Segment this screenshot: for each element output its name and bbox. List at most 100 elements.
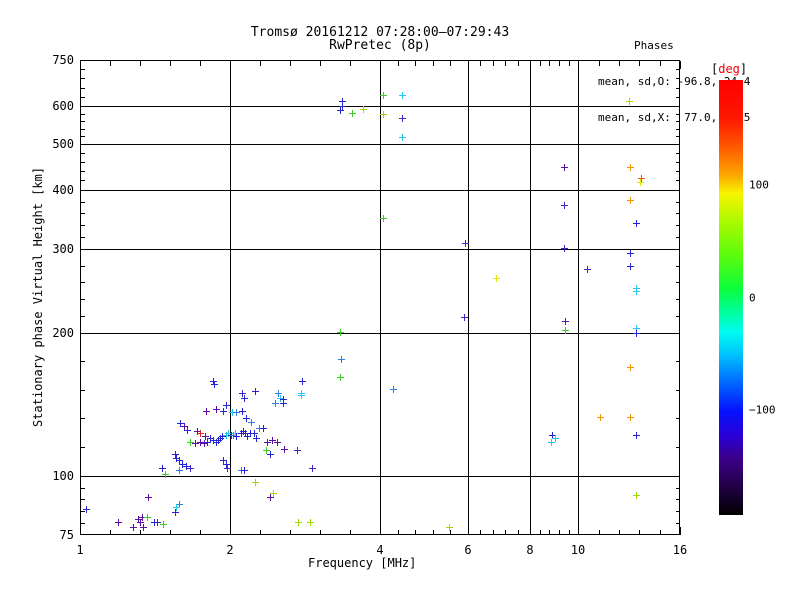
x-tick-bottom bbox=[433, 530, 434, 535]
x-tick-bottom bbox=[680, 527, 681, 535]
data-point bbox=[137, 518, 145, 526]
data-point bbox=[298, 391, 306, 399]
data-point bbox=[201, 433, 209, 441]
data-point bbox=[182, 462, 190, 470]
y-tick-left bbox=[81, 316, 85, 317]
y-tick-left bbox=[81, 523, 85, 524]
data-point bbox=[584, 266, 591, 274]
y-tick-left bbox=[81, 282, 85, 283]
x-tick-bottom bbox=[493, 530, 494, 535]
y-tick-right bbox=[672, 190, 680, 191]
data-point bbox=[633, 219, 641, 227]
data-point bbox=[242, 415, 250, 423]
data-point bbox=[222, 431, 230, 439]
colorbar-unit-label: [deg] bbox=[711, 62, 748, 76]
data-point bbox=[160, 521, 168, 529]
x-tick-bottom bbox=[559, 530, 560, 535]
x-tick-top bbox=[559, 61, 560, 66]
data-point bbox=[399, 133, 407, 141]
x-tick-top bbox=[230, 61, 231, 69]
data-point bbox=[251, 478, 259, 486]
y-tick-left bbox=[81, 447, 85, 448]
y-tick-left bbox=[81, 114, 85, 115]
data-point bbox=[338, 97, 346, 105]
data-point bbox=[184, 426, 192, 434]
data-point bbox=[217, 435, 224, 442]
data-point bbox=[626, 97, 634, 105]
data-point bbox=[138, 513, 146, 521]
y-tick-right bbox=[672, 144, 680, 145]
data-point bbox=[299, 378, 306, 386]
x-tick-top bbox=[320, 61, 321, 66]
data-point bbox=[211, 380, 219, 388]
y-gridline bbox=[80, 249, 680, 250]
x-tick-top bbox=[350, 61, 351, 66]
y-tick-left bbox=[81, 162, 85, 163]
data-point bbox=[338, 103, 346, 110]
x-tick-bottom bbox=[398, 530, 399, 535]
data-point bbox=[337, 374, 345, 382]
data-point bbox=[229, 409, 237, 417]
x-tick-bottom bbox=[505, 530, 506, 535]
data-point bbox=[161, 470, 169, 478]
data-point bbox=[83, 506, 91, 514]
x-tick-top bbox=[569, 61, 570, 66]
x-tick-bottom bbox=[480, 530, 481, 535]
y-tick-right bbox=[676, 447, 680, 448]
y-tick-label: 75 bbox=[59, 528, 74, 542]
y-tick-right bbox=[676, 180, 680, 181]
x-tick-top bbox=[450, 61, 451, 66]
data-point bbox=[222, 460, 230, 468]
data-point bbox=[493, 274, 501, 282]
x-tick-label: 16 bbox=[672, 543, 688, 557]
data-point bbox=[275, 390, 283, 398]
data-point bbox=[173, 454, 181, 462]
data-point bbox=[243, 433, 251, 441]
data-point bbox=[269, 436, 277, 444]
x-tick-bottom bbox=[619, 530, 620, 535]
data-point bbox=[171, 508, 179, 516]
y-tick-left bbox=[81, 266, 85, 267]
x-tick-bottom bbox=[200, 530, 201, 535]
y-tick-left bbox=[81, 213, 85, 214]
x-axis-title: Frequency [MHz] bbox=[308, 556, 417, 570]
x-tick-bottom bbox=[320, 530, 321, 535]
x-tick-top bbox=[260, 61, 261, 66]
data-point bbox=[176, 466, 183, 474]
x-tick-top bbox=[415, 61, 416, 66]
data-point bbox=[271, 400, 279, 408]
y-tick-right bbox=[676, 78, 680, 79]
y-tick-label: 400 bbox=[52, 183, 74, 197]
data-point bbox=[627, 262, 635, 270]
y-tick-right bbox=[676, 225, 680, 226]
y-tick-label: 200 bbox=[52, 326, 74, 340]
x-tick-top bbox=[80, 61, 81, 69]
y-tick-left bbox=[81, 190, 89, 191]
x-tick-top bbox=[170, 61, 171, 66]
x-tick-top bbox=[530, 61, 531, 69]
data-point bbox=[114, 518, 122, 526]
data-point bbox=[632, 492, 640, 500]
y-tick-left bbox=[81, 202, 85, 203]
data-point bbox=[267, 494, 275, 502]
colorbar-tick-label: 0 bbox=[749, 291, 756, 304]
y-tick-right bbox=[676, 213, 680, 214]
data-point bbox=[627, 163, 635, 171]
x-tick-top bbox=[468, 61, 469, 69]
y-tick-right bbox=[676, 390, 680, 391]
phase-stats-x-mode: mean, sd,X: 77.0, 26.5 bbox=[598, 111, 751, 124]
data-point bbox=[173, 503, 181, 511]
colorbar-tick-label: −100 bbox=[749, 403, 776, 417]
data-point bbox=[548, 438, 556, 446]
data-point bbox=[633, 324, 641, 332]
data-point bbox=[252, 435, 260, 442]
data-point bbox=[307, 518, 315, 526]
y-tick-right bbox=[676, 153, 680, 154]
data-point bbox=[295, 518, 303, 526]
data-point bbox=[280, 400, 288, 408]
y-tick-left bbox=[81, 97, 85, 98]
data-point bbox=[380, 110, 388, 118]
data-point bbox=[279, 396, 287, 403]
y-tick-right bbox=[676, 266, 680, 267]
data-point bbox=[337, 328, 345, 336]
